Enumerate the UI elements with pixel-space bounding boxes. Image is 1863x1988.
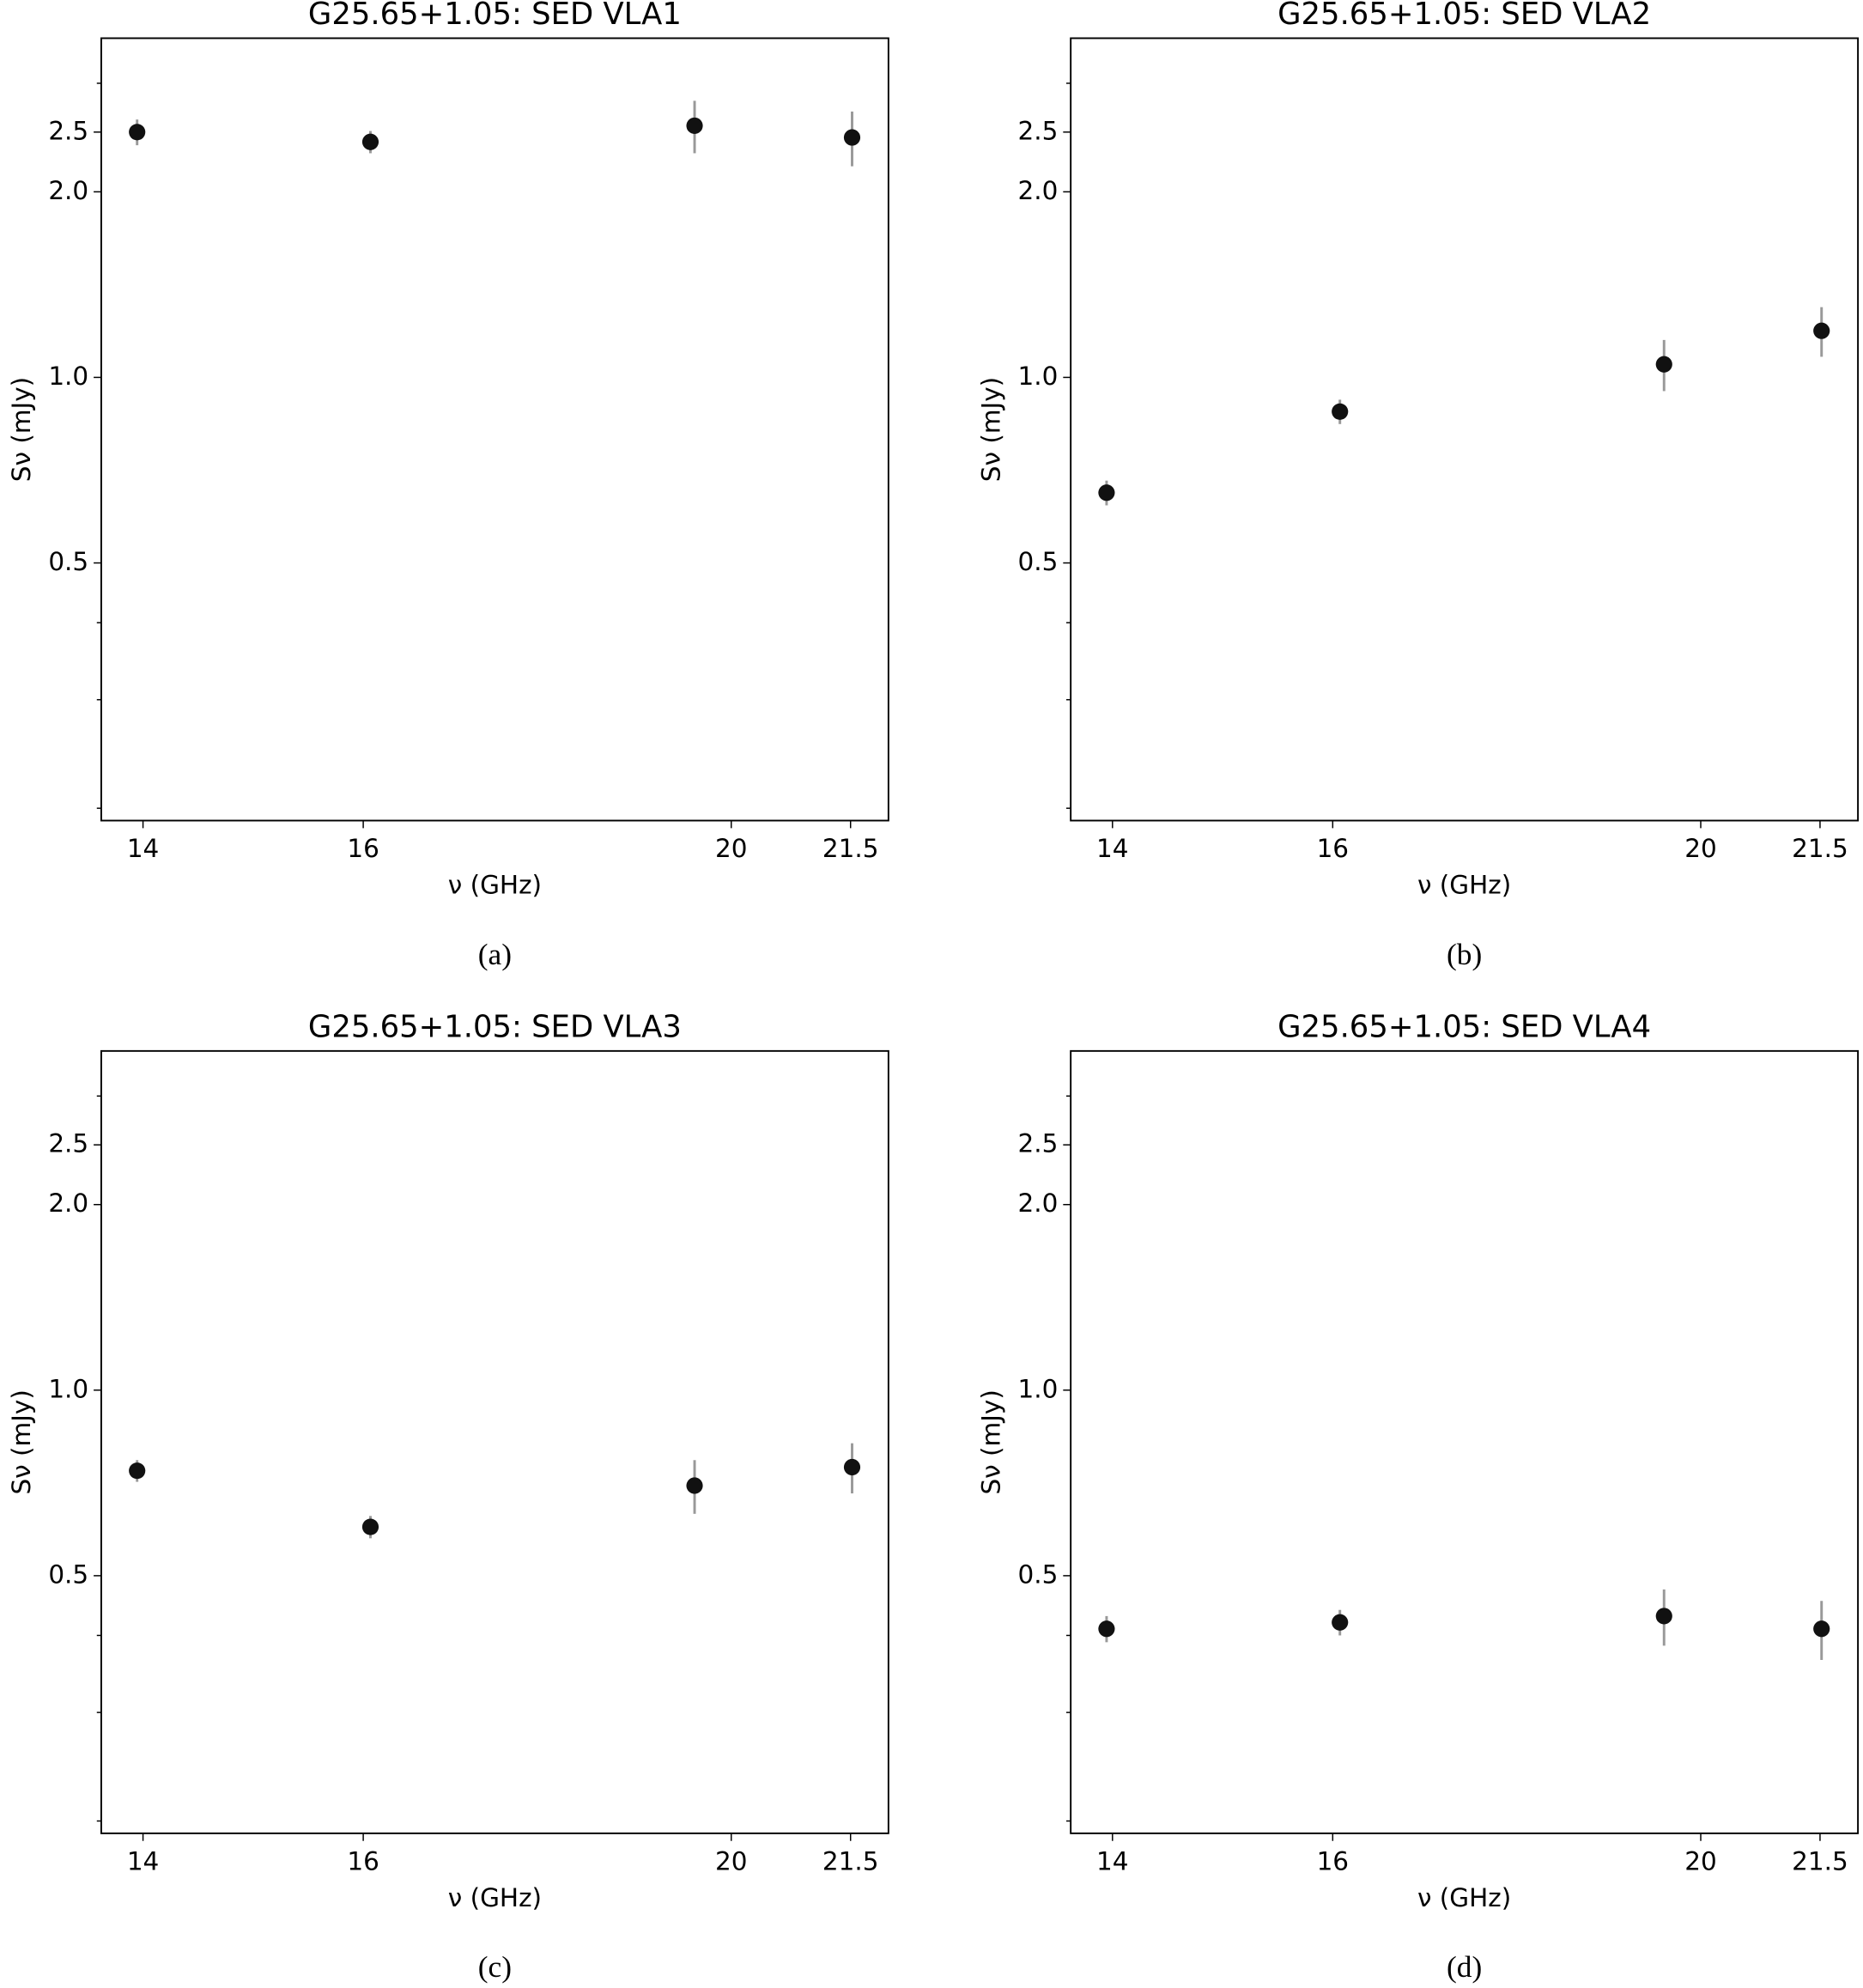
caption: (d) — [1447, 1949, 1482, 1984]
x-tick-label: 14 — [127, 1846, 160, 1876]
x-tick-label: 14 — [1096, 1846, 1129, 1876]
y-tick-label: 2.5 — [48, 116, 88, 145]
caption: (a) — [478, 937, 512, 971]
data-point — [686, 117, 703, 134]
y-tick-label: 0.5 — [48, 1559, 88, 1589]
data-point — [129, 124, 146, 141]
y-tick-label: 2.5 — [1018, 116, 1059, 145]
y-tick-label: 0.5 — [1018, 1559, 1059, 1589]
data-point — [843, 1458, 861, 1476]
data-point — [1655, 1608, 1672, 1625]
data-point — [129, 1462, 146, 1480]
x-axis-label: ν (GHz) — [448, 871, 542, 900]
y-tick-label: 1.0 — [48, 1374, 88, 1403]
caption: (b) — [1447, 937, 1482, 971]
chart-title: G25.65+1.05: SED VLA4 — [1277, 1009, 1651, 1044]
y-tick-label: 2.5 — [48, 1129, 88, 1158]
x-axis-label: ν (GHz) — [1417, 1883, 1511, 1912]
data-point — [1655, 356, 1672, 373]
data-point — [361, 1518, 379, 1535]
data-point — [1098, 1620, 1115, 1638]
y-axis-label: Sν (mJy) — [976, 1389, 1005, 1494]
y-axis-label: Sν (mJy) — [7, 377, 36, 482]
x-tick-label: 14 — [127, 834, 160, 863]
y-tick-label: 0.5 — [1018, 547, 1059, 576]
data-point — [843, 129, 861, 146]
x-tick-label: 16 — [1317, 1846, 1350, 1876]
y-tick-label: 1.0 — [48, 362, 88, 391]
y-axis-label: Sν (mJy) — [7, 1389, 36, 1494]
y-tick-label: 2.0 — [1018, 1189, 1059, 1218]
y-tick-label: 1.0 — [1018, 1374, 1059, 1403]
x-tick-label: 20 — [715, 834, 748, 863]
chart-title: G25.65+1.05: SED VLA2 — [1277, 0, 1651, 32]
x-tick-label: 16 — [1317, 834, 1350, 863]
y-tick-label: 0.5 — [48, 547, 88, 576]
plot-frame — [1070, 1049, 1860, 1834]
data-point — [686, 1477, 703, 1494]
y-tick-label: 2.5 — [1018, 1129, 1059, 1158]
chart-title: G25.65+1.05: SED VLA1 — [308, 0, 682, 32]
x-tick-label: 21.5 — [822, 834, 879, 863]
x-tick-label: 21.5 — [1792, 1846, 1848, 1876]
data-point — [1813, 322, 1830, 339]
x-tick-label: 16 — [347, 1846, 379, 1876]
chart-title: G25.65+1.05: SED VLA3 — [308, 1009, 682, 1044]
y-axis-label: Sν (mJy) — [976, 377, 1005, 482]
y-tick-label: 2.0 — [48, 176, 88, 205]
plot-frame — [100, 1049, 889, 1834]
x-tick-label: 14 — [1096, 834, 1129, 863]
y-tick-label: 2.0 — [48, 1189, 88, 1218]
y-tick-label: 2.0 — [1018, 176, 1059, 205]
x-tick-label: 16 — [347, 834, 379, 863]
data-point — [1098, 484, 1115, 502]
x-tick-label: 21.5 — [1792, 834, 1848, 863]
data-point — [1813, 1620, 1830, 1638]
data-point — [1332, 403, 1349, 420]
caption: (c) — [478, 1949, 512, 1984]
x-tick-label: 20 — [715, 1846, 748, 1876]
x-tick-label: 21.5 — [822, 1846, 879, 1876]
y-tick-label: 1.0 — [1018, 362, 1059, 391]
x-axis-label: ν (GHz) — [1417, 871, 1511, 900]
data-point — [1332, 1614, 1349, 1631]
plot-frame — [1070, 37, 1860, 822]
plot-frame — [100, 37, 889, 822]
x-axis-label: ν (GHz) — [448, 1883, 542, 1912]
x-tick-label: 20 — [1684, 834, 1717, 863]
x-tick-label: 20 — [1684, 1846, 1717, 1876]
data-point — [361, 133, 379, 150]
